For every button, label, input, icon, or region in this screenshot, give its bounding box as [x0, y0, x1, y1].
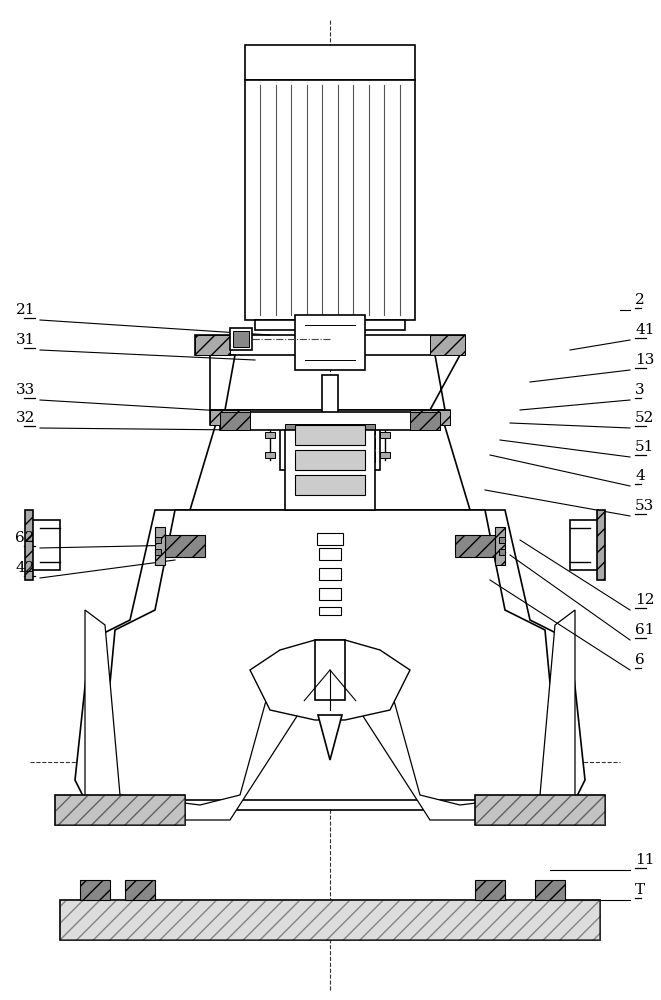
- Bar: [285, 452, 375, 462]
- Bar: [499, 549, 505, 555]
- Text: 32: 32: [16, 411, 35, 425]
- Bar: [60, 900, 600, 940]
- Bar: [25, 510, 33, 580]
- Polygon shape: [190, 410, 470, 510]
- Bar: [245, 45, 415, 80]
- Bar: [80, 880, 110, 900]
- Text: 13: 13: [635, 353, 654, 367]
- Text: 31: 31: [16, 333, 35, 347]
- Bar: [55, 795, 185, 825]
- Bar: [410, 410, 450, 425]
- Text: 42: 42: [15, 561, 35, 575]
- Bar: [285, 424, 375, 434]
- Bar: [495, 527, 505, 565]
- Bar: [233, 331, 249, 347]
- Bar: [155, 549, 161, 555]
- Bar: [230, 328, 252, 350]
- Bar: [220, 412, 440, 430]
- Text: 12: 12: [635, 593, 654, 607]
- Bar: [265, 452, 275, 458]
- Bar: [280, 420, 380, 470]
- Bar: [60, 900, 600, 940]
- Bar: [475, 795, 605, 825]
- Polygon shape: [210, 355, 235, 410]
- Bar: [319, 568, 341, 580]
- Bar: [570, 520, 600, 570]
- Text: 6: 6: [635, 653, 644, 667]
- Text: 51: 51: [635, 440, 654, 454]
- Bar: [155, 537, 161, 543]
- Bar: [165, 535, 205, 557]
- Bar: [535, 880, 565, 900]
- Bar: [380, 432, 390, 438]
- Bar: [245, 80, 415, 320]
- Bar: [220, 412, 250, 430]
- Text: 21: 21: [15, 303, 35, 317]
- Bar: [410, 412, 440, 430]
- Polygon shape: [85, 610, 330, 820]
- Text: 3: 3: [635, 383, 644, 397]
- Bar: [322, 375, 338, 690]
- Bar: [317, 533, 343, 545]
- Text: 4: 4: [635, 469, 644, 483]
- Polygon shape: [330, 610, 575, 820]
- Polygon shape: [100, 510, 560, 800]
- Bar: [155, 527, 165, 565]
- Text: T: T: [635, 883, 645, 897]
- Text: 62: 62: [15, 531, 35, 545]
- Bar: [475, 795, 605, 825]
- Bar: [255, 320, 405, 330]
- Bar: [315, 640, 345, 700]
- Bar: [55, 795, 185, 825]
- Polygon shape: [318, 715, 342, 760]
- Bar: [30, 520, 60, 570]
- Polygon shape: [75, 510, 585, 810]
- Bar: [455, 535, 495, 557]
- Text: 11: 11: [635, 853, 654, 867]
- Bar: [295, 425, 365, 445]
- Bar: [430, 335, 465, 355]
- Text: 2: 2: [635, 293, 644, 307]
- Bar: [319, 548, 341, 560]
- Text: 41: 41: [635, 323, 654, 337]
- Bar: [295, 450, 365, 470]
- Bar: [210, 410, 250, 425]
- Text: 61: 61: [635, 623, 654, 637]
- Bar: [285, 430, 375, 510]
- Text: 33: 33: [16, 383, 35, 397]
- Text: 52: 52: [635, 411, 654, 425]
- Bar: [195, 335, 230, 355]
- Bar: [265, 432, 275, 438]
- Bar: [319, 607, 341, 615]
- Bar: [210, 410, 450, 425]
- Bar: [295, 475, 365, 495]
- Text: 53: 53: [635, 499, 654, 513]
- Bar: [475, 880, 505, 900]
- Bar: [319, 588, 341, 600]
- Bar: [125, 880, 155, 900]
- Polygon shape: [250, 640, 410, 720]
- Bar: [597, 510, 605, 580]
- Bar: [499, 537, 505, 543]
- Polygon shape: [430, 355, 460, 410]
- Bar: [380, 452, 390, 458]
- Bar: [195, 335, 465, 355]
- Bar: [285, 438, 375, 448]
- Bar: [295, 315, 365, 370]
